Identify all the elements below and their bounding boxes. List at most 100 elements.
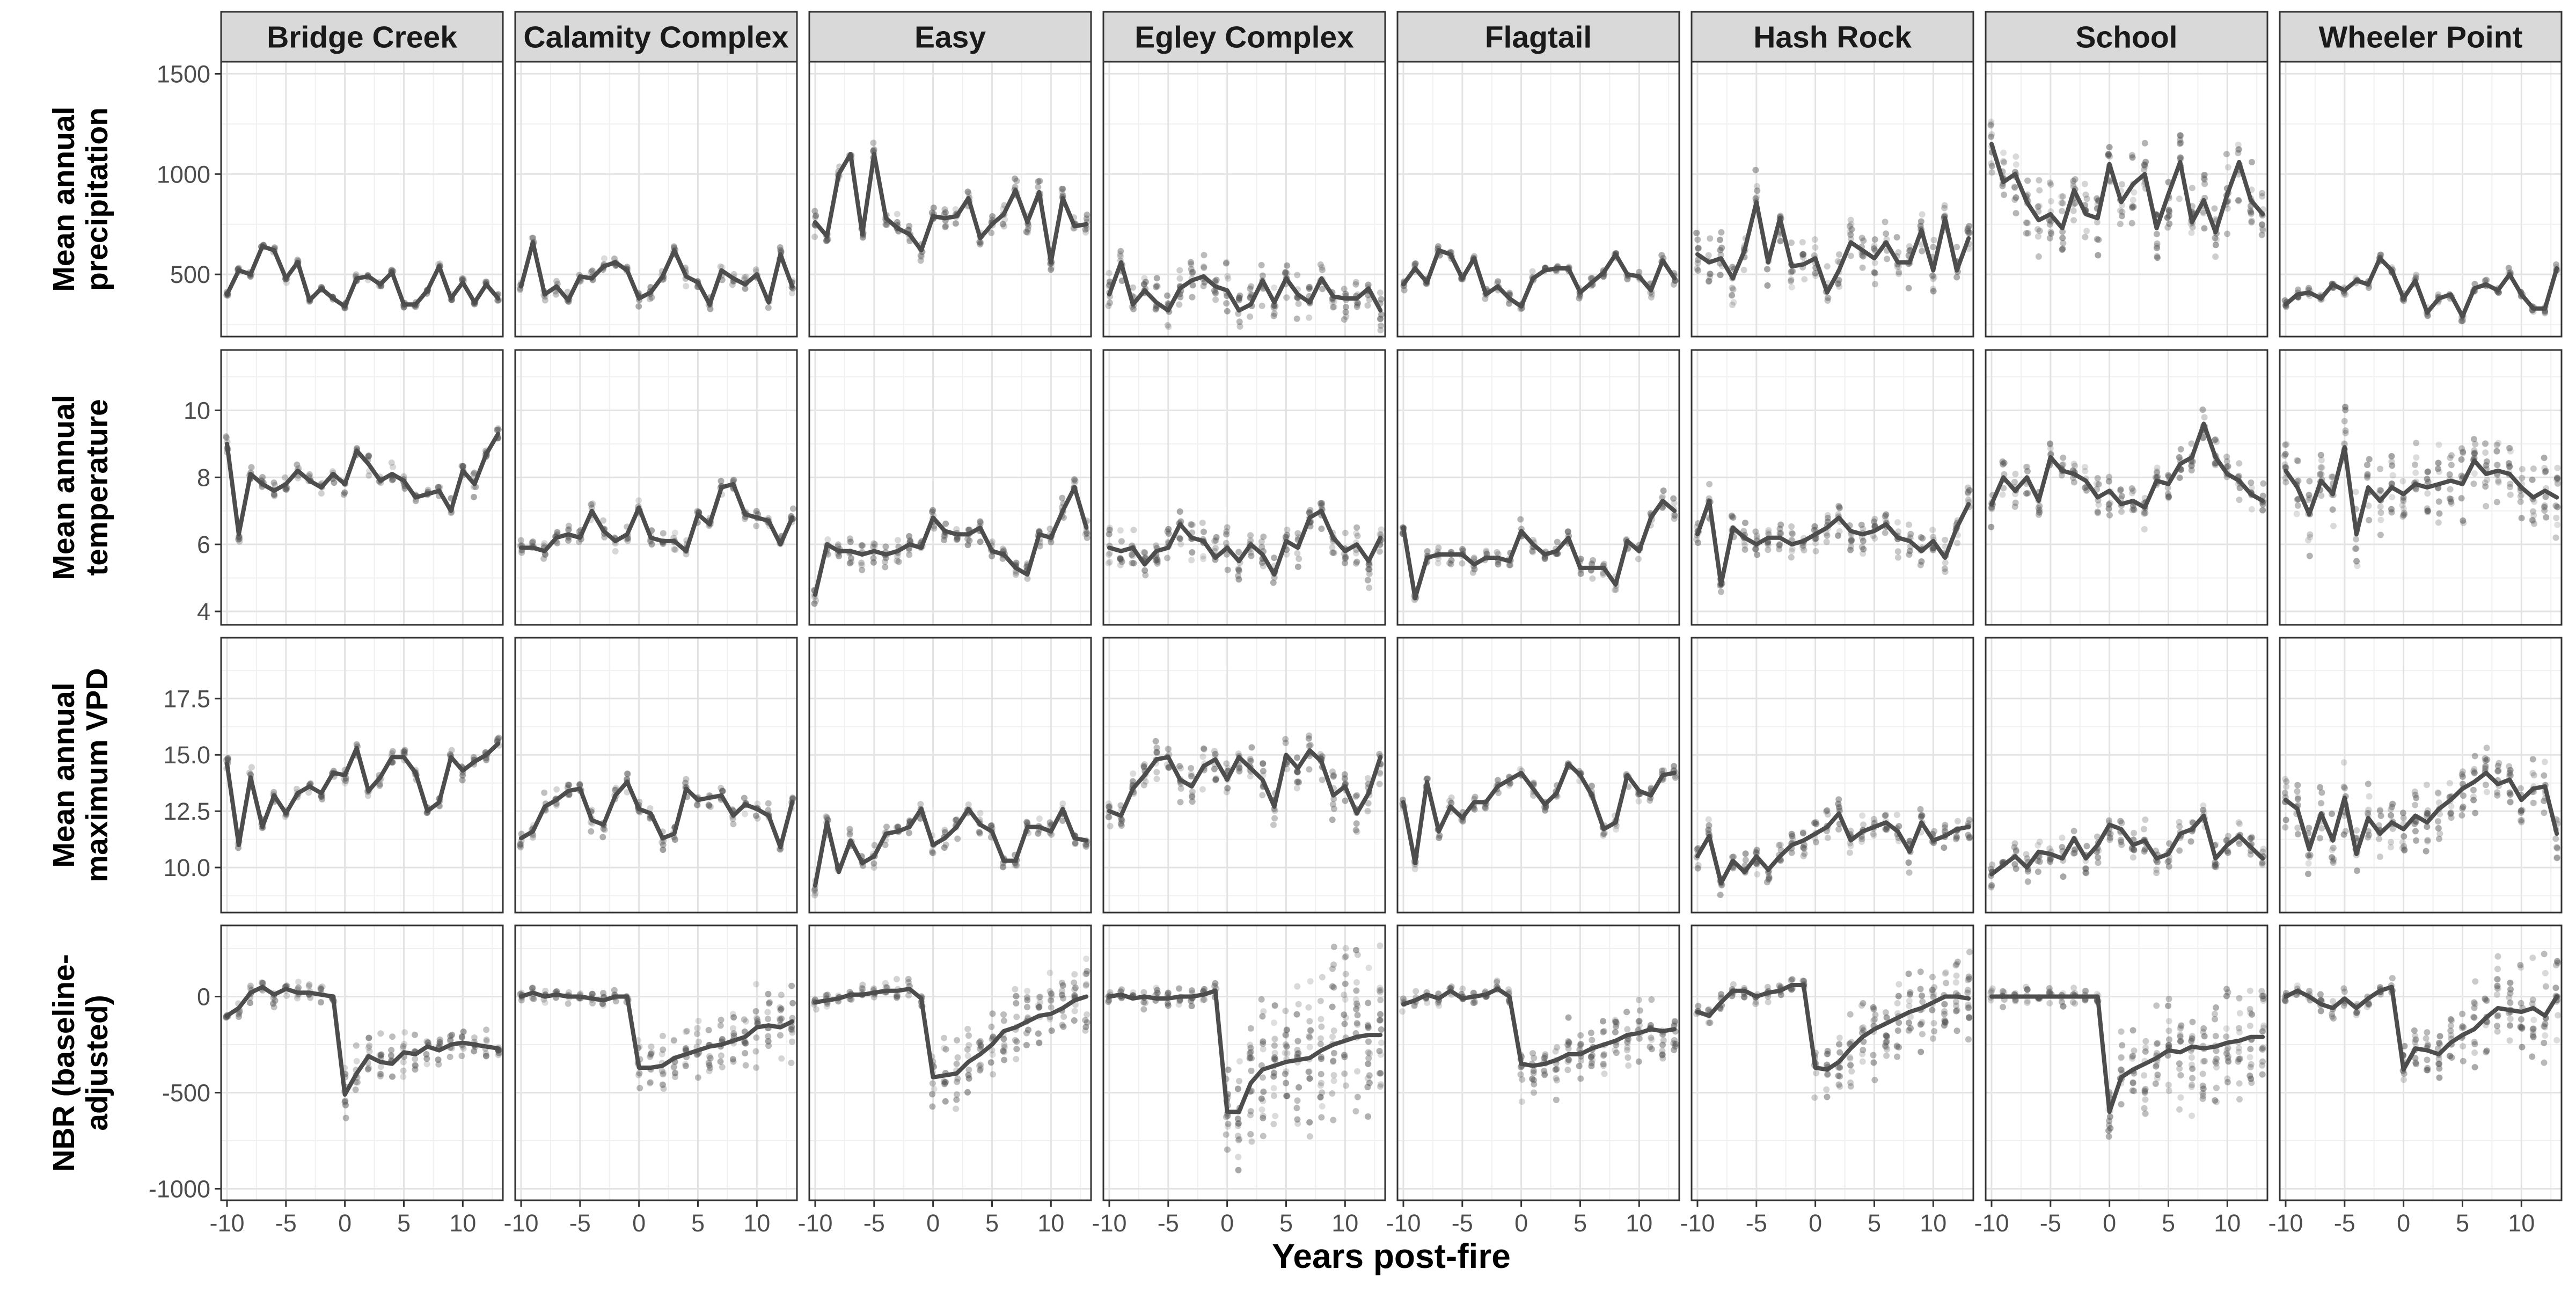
data-point [1942,559,1949,566]
data-point [707,306,714,312]
data-point [2305,871,2311,877]
data-point [2413,837,2419,844]
data-point [1212,296,1219,303]
data-point [2165,494,2172,500]
data-point [1988,524,1994,530]
data-point [1860,550,1866,557]
data-point [1931,828,1937,834]
data-point [1871,269,1878,275]
data-point [342,1102,349,1108]
panel-background [1397,638,1679,913]
data-point [1799,251,1806,258]
facet-panel-1-1 [515,350,797,625]
data-point [2083,843,2090,849]
data-point [660,1033,666,1039]
data-point [1107,803,1113,809]
data-point [707,1055,714,1061]
data-point [1401,287,1408,294]
data-point [1743,857,1749,863]
data-point [2024,178,2031,184]
data-point [1788,529,1795,536]
data-point [354,1058,360,1064]
data-point [1730,286,1737,293]
data-point [2377,517,2384,523]
data-point [2211,205,2218,211]
data-point [1213,534,1220,541]
data-point [2235,197,2242,203]
data-point [2282,479,2289,485]
data-point [1717,237,1723,243]
data-point [1154,558,1161,565]
data-point [1953,836,1959,842]
data-point [694,1031,700,1037]
data-point [2025,490,2031,497]
data-point [1882,513,1889,520]
data-point [2399,502,2406,508]
data-point [660,842,667,848]
data-point [1153,306,1159,312]
facet-panel-0-7 [2280,62,2562,337]
data-point [1999,491,2006,498]
data-point [2424,782,2430,788]
data-point [660,530,667,536]
data-point [882,564,888,570]
data-point [1729,292,1735,298]
data-point [1236,295,1242,301]
data-point [672,1074,678,1080]
data-point [1342,798,1349,804]
data-point [1636,798,1642,805]
data-point [2470,787,2477,793]
data-point [2223,151,2230,157]
data-point [1296,556,1302,562]
data-point [1966,229,1973,236]
data-point [1294,530,1301,537]
data-point [1482,804,1488,810]
data-point [1707,235,1713,242]
data-point [1589,575,1596,582]
data-point [895,537,901,543]
data-point [1107,527,1113,533]
data-point [2248,479,2254,486]
data-point [672,530,678,536]
data-point [459,1034,465,1041]
data-point [1718,229,1724,236]
data-point [1989,169,1995,176]
data-point [2012,504,2018,510]
data-point [1695,865,1701,872]
data-point [2071,828,2077,834]
data-point [2447,486,2454,493]
data-point [2294,457,2300,464]
data-point [2047,221,2053,228]
data-point [2176,819,2183,826]
data-point [2471,470,2478,477]
data-point [1236,318,1243,325]
data-point [2059,208,2065,214]
data-point [2435,520,2442,526]
data-point [2282,776,2288,782]
data-point [1718,589,1724,595]
data-point [2095,854,2101,860]
data-point [2199,406,2206,413]
data-point [1953,274,1960,280]
data-point [2424,509,2431,515]
data-point [730,1025,736,1032]
data-point [790,505,796,512]
data-point [2364,462,2370,468]
data-point [1318,526,1324,532]
data-point [2154,465,2161,471]
data-point [811,208,818,214]
data-point [1247,313,1253,320]
data-point [1353,827,1359,833]
data-point [2413,794,2419,801]
data-point [2472,753,2478,759]
data-point [1165,746,1172,753]
data-point [2236,460,2242,466]
data-point [2131,203,2137,210]
data-point [1835,533,1841,539]
data-point [1271,815,1278,821]
data-point [1884,256,1890,262]
data-point [2531,521,2537,527]
data-point [1930,288,1937,295]
data-point [1929,527,1936,533]
data-point [2343,291,2349,298]
